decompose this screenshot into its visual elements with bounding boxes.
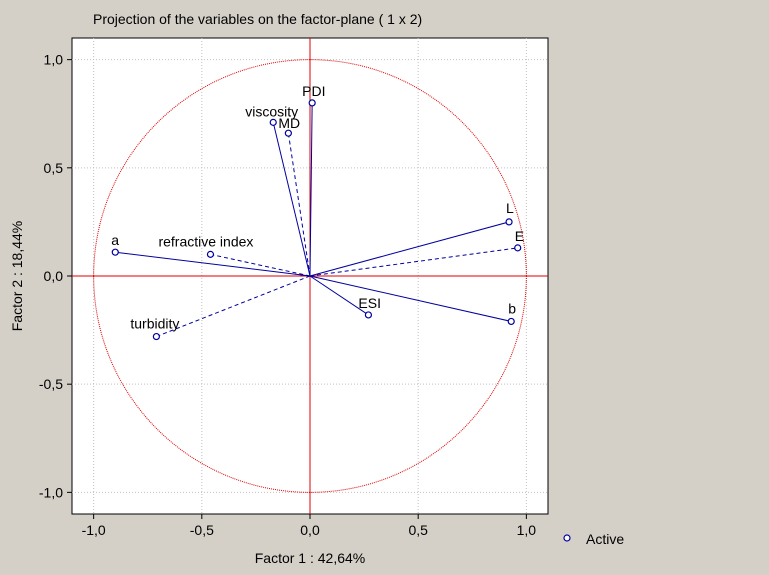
point-label: MD [278, 115, 300, 131]
y-tick-label: 1,0 [44, 52, 64, 68]
data-point [111, 248, 119, 256]
legend: Active [563, 531, 624, 547]
y-tick-label: 0,0 [44, 268, 64, 284]
point-label: PDI [302, 83, 325, 99]
data-point [308, 99, 316, 107]
chart-title: Projection of the variables on the facto… [93, 11, 422, 27]
x-axis-label: Factor 1 : 42,64% [255, 550, 366, 566]
data-point [507, 317, 515, 326]
point-label: E [515, 228, 524, 244]
legend-marker [563, 534, 571, 542]
legend-label-active: Active [586, 531, 624, 547]
vector-line [309, 221, 510, 277]
x-tick-label: -0,5 [190, 522, 214, 538]
point-label: L [506, 200, 514, 216]
x-tick-label: 0,5 [408, 522, 428, 538]
point-label: ESI [358, 295, 381, 311]
ticks: -1,0 -0,5 0,0 0,5 1,0 -1,0 -0,5 0,0 0,5 1,0 [39, 52, 536, 538]
point-label: viscosity [245, 103, 298, 119]
vector-line [309, 102, 313, 277]
point-label: a [111, 232, 119, 248]
vector-line [272, 122, 311, 277]
data-point [364, 311, 373, 319]
data-point [152, 332, 160, 341]
y-tick-label: -1,0 [39, 484, 63, 500]
data-point [284, 129, 292, 137]
y-tick-label: 0,5 [44, 160, 64, 176]
x-tick-label: 1,0 [517, 522, 537, 538]
data-point [514, 244, 522, 252]
data-point [505, 218, 513, 226]
point-label: refractive index [158, 233, 253, 249]
x-tick-label: -1,0 [82, 522, 106, 538]
vector-line [210, 253, 311, 277]
x-tick-label: 0,0 [300, 522, 320, 538]
vector-line [287, 133, 311, 277]
y-tick-label: -0,5 [39, 376, 63, 392]
data-point [269, 118, 277, 126]
vector-line [309, 275, 369, 316]
point-label: turbidity [130, 316, 179, 332]
vector-line [309, 275, 512, 322]
vector-line [115, 251, 311, 277]
data-point [206, 250, 215, 258]
point-label: b [508, 300, 516, 316]
y-axis-label: Factor 2 : 18,44% [9, 221, 25, 332]
